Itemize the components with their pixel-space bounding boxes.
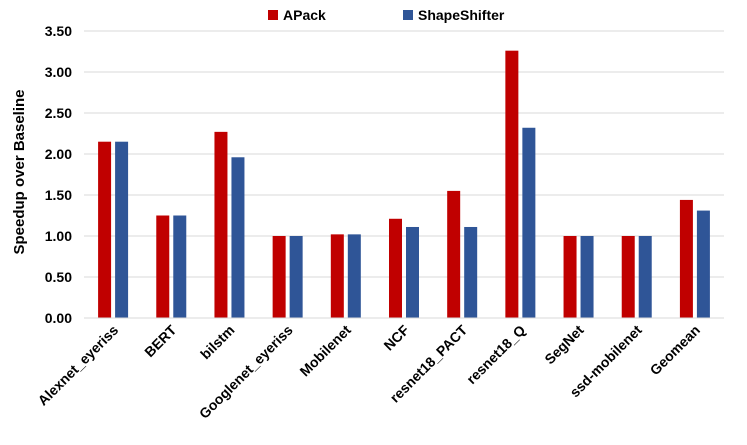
y-tick-label: 2.50 [45, 105, 72, 121]
y-tick-label: 0.00 [45, 310, 72, 326]
bar-apack-resnet18_pact [447, 190, 461, 318]
y-tick-labels: 0.00 0.50 1.00 1.50 2.00 2.50 3.00 3.50 [45, 23, 72, 326]
legend-label: APack [283, 7, 326, 23]
x-category-label: Mobilenet [296, 322, 354, 380]
x-category-label: resnet18_Q [463, 322, 528, 387]
gridlines [84, 30, 724, 278]
y-axis-title: Speedup over Baseline [11, 89, 28, 254]
x-category-label: bilstm [197, 322, 237, 362]
bar-shapeshifter-mobilenet [347, 234, 361, 318]
legend: APack ShapeShifter [268, 7, 505, 23]
y-tick-label: 3.50 [45, 23, 72, 39]
bar-shapeshifter-bert [173, 215, 187, 318]
bar-apack-googlenet_eyeriss [272, 236, 286, 318]
bar-apack-geomean [679, 199, 693, 318]
bar-shapeshifter-ncf [406, 226, 419, 318]
x-category-label: Geomean [647, 322, 703, 378]
bar-apack-bert [156, 215, 170, 318]
bar-shapeshifter-resnet18_pact [464, 226, 478, 318]
y-tick-label: 1.00 [45, 228, 72, 244]
bar-shapeshifter-geomean [696, 210, 710, 318]
bar-shapeshifter-alexnet_eyeriss [115, 141, 129, 318]
bar-apack-alexnet_eyeriss [98, 141, 112, 318]
bar-apack-ssd-mobilenet [621, 236, 635, 318]
legend-label: ShapeShifter [418, 7, 505, 23]
bar-shapeshifter-segnet [580, 236, 594, 318]
y-tick-label: 0.50 [45, 269, 72, 285]
bar-shapeshifter-googlenet_eyeriss [289, 236, 303, 318]
bar-shapeshifter-ssd-mobilenet [638, 236, 652, 318]
x-category-label: BERT [141, 322, 180, 361]
y-tick-label: 2.00 [45, 146, 72, 162]
bars [98, 50, 710, 319]
bar-shapeshifter-bilstm [231, 157, 245, 318]
x-category-label: NCF [380, 321, 412, 353]
bar-apack-resnet18_q [505, 50, 519, 319]
y-tick-label: 1.50 [45, 187, 72, 203]
y-tick-label: 3.00 [45, 64, 72, 80]
x-category-labels: Alexnet_eyeriss BERT bilstmGooglenet_eyeri… [34, 321, 703, 421]
legend-swatch [403, 10, 413, 20]
bar-apack-ncf [389, 218, 402, 318]
bar-shapeshifter-resnet18_q [522, 127, 536, 318]
bar-apack-segnet [563, 236, 577, 318]
bar-apack-mobilenet [330, 234, 344, 318]
x-category-label: Alexnet_eyeriss [34, 322, 121, 409]
legend-swatch [268, 10, 278, 20]
bar-apack-bilstm [214, 131, 228, 318]
x-category-label: SegNet [541, 322, 587, 368]
